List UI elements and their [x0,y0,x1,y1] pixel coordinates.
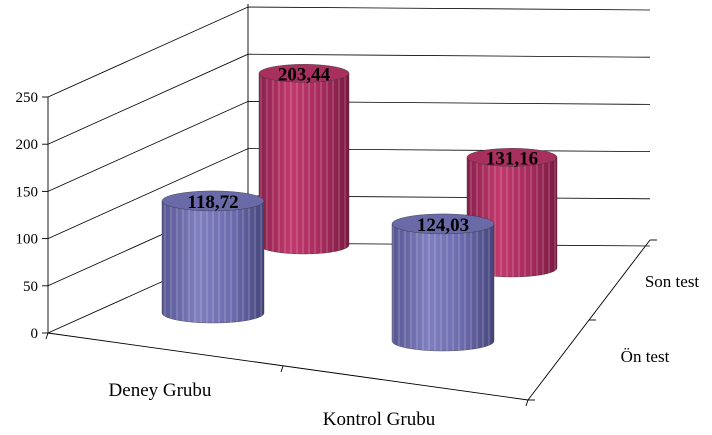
series-label-0: Ön test [621,347,670,366]
category-label-1: Kontrol Grubu [323,409,436,430]
bar-0-0 [161,190,265,324]
y-tick-label-0: 0 [31,326,39,342]
bar-0-1 [391,213,495,352]
x-tick-mark-1 [280,365,284,373]
gridline-0 [47,242,651,334]
y-tick-label-100: 100 [16,232,39,248]
bar-1-0 [258,64,350,255]
floor-plane [48,243,650,400]
category-label-0: Deney Grubu [109,380,212,401]
y-tick-label-150: 150 [16,184,39,200]
data-label-0-0: 118,72 [187,192,238,213]
data-label-0-1: 124,03 [417,215,469,236]
chart-floor [45,239,657,407]
data-label-1-0: 203,44 [278,64,331,85]
y-axis-ticks: 0 50 100 150 200 250 [16,90,48,342]
x-tick-mark-0 [45,332,49,340]
y-tick-label-250: 250 [16,90,39,106]
x-tick-mark-2 [525,399,529,407]
series-label-1: Son test [645,272,700,291]
data-label-1-1: 131,16 [486,148,538,169]
y-tick-label-200: 200 [16,137,39,153]
chart-labels: Deney Grubu Kontrol Grubu Ön test Son test 2… [109,64,700,430]
x-axis-line [47,332,529,401]
y-tick-label-50: 50 [23,279,38,295]
chart-bars [161,64,558,352]
